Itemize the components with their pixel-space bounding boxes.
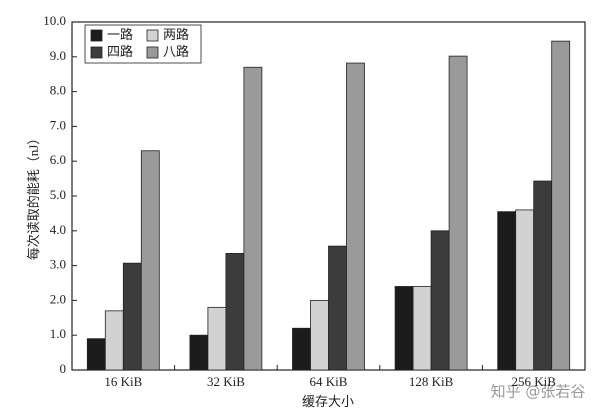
bar <box>292 327 311 371</box>
x-tick-label: 256 KiB <box>511 374 556 389</box>
bar <box>207 306 227 371</box>
legend-label: 一路 <box>107 27 133 42</box>
y-tick-label: 3.0 <box>50 257 66 272</box>
bar <box>551 40 571 371</box>
bar <box>243 66 263 371</box>
y-tick-label: 8.0 <box>50 83 66 98</box>
y-axis-title: 每次读取的能耗（nJ） <box>26 132 41 261</box>
watermark: 知乎 @张若谷 <box>491 383 586 401</box>
bar <box>430 230 450 371</box>
y-tick-label: 7.0 <box>50 117 66 132</box>
y-tick-label: 0 <box>60 361 67 376</box>
bar <box>394 286 414 371</box>
y-tick-label: 9.0 <box>50 48 66 63</box>
x-tick-label: 16 KiB <box>104 374 142 389</box>
bar <box>189 334 209 371</box>
legend-label: 两路 <box>163 27 189 42</box>
bar <box>122 262 142 371</box>
bar <box>225 253 245 371</box>
legend-label: 八路 <box>163 44 189 59</box>
bar <box>140 150 160 371</box>
bar <box>412 286 432 371</box>
y-tick-label: 1.0 <box>50 326 66 341</box>
bar <box>310 299 329 371</box>
legend-label: 四路 <box>107 44 133 59</box>
bar <box>86 338 106 371</box>
bar <box>448 55 468 371</box>
bar <box>104 310 124 371</box>
y-tick-label: 10.0 <box>43 13 66 28</box>
y-tick-label: 4.0 <box>50 222 66 237</box>
y-tick-label: 5.0 <box>50 187 66 202</box>
bar <box>328 245 347 371</box>
legend-swatch <box>90 29 103 42</box>
bar <box>533 180 553 371</box>
y-tick-label: 6.0 <box>50 152 66 167</box>
legend-swatch <box>146 46 159 59</box>
legend-box <box>84 24 202 64</box>
x-tick-label: 64 KiB <box>310 374 348 389</box>
bar <box>515 209 535 371</box>
y-tick-label: 2.0 <box>50 291 66 306</box>
x-tick-label: 128 KiB <box>409 374 454 389</box>
x-axis-title: 缓存大小 <box>302 394 354 409</box>
legend-swatch <box>90 46 103 59</box>
bar <box>497 211 517 371</box>
x-tick-label: 32 KiB <box>207 374 245 389</box>
bar <box>346 62 365 371</box>
legend-swatch <box>146 29 159 42</box>
